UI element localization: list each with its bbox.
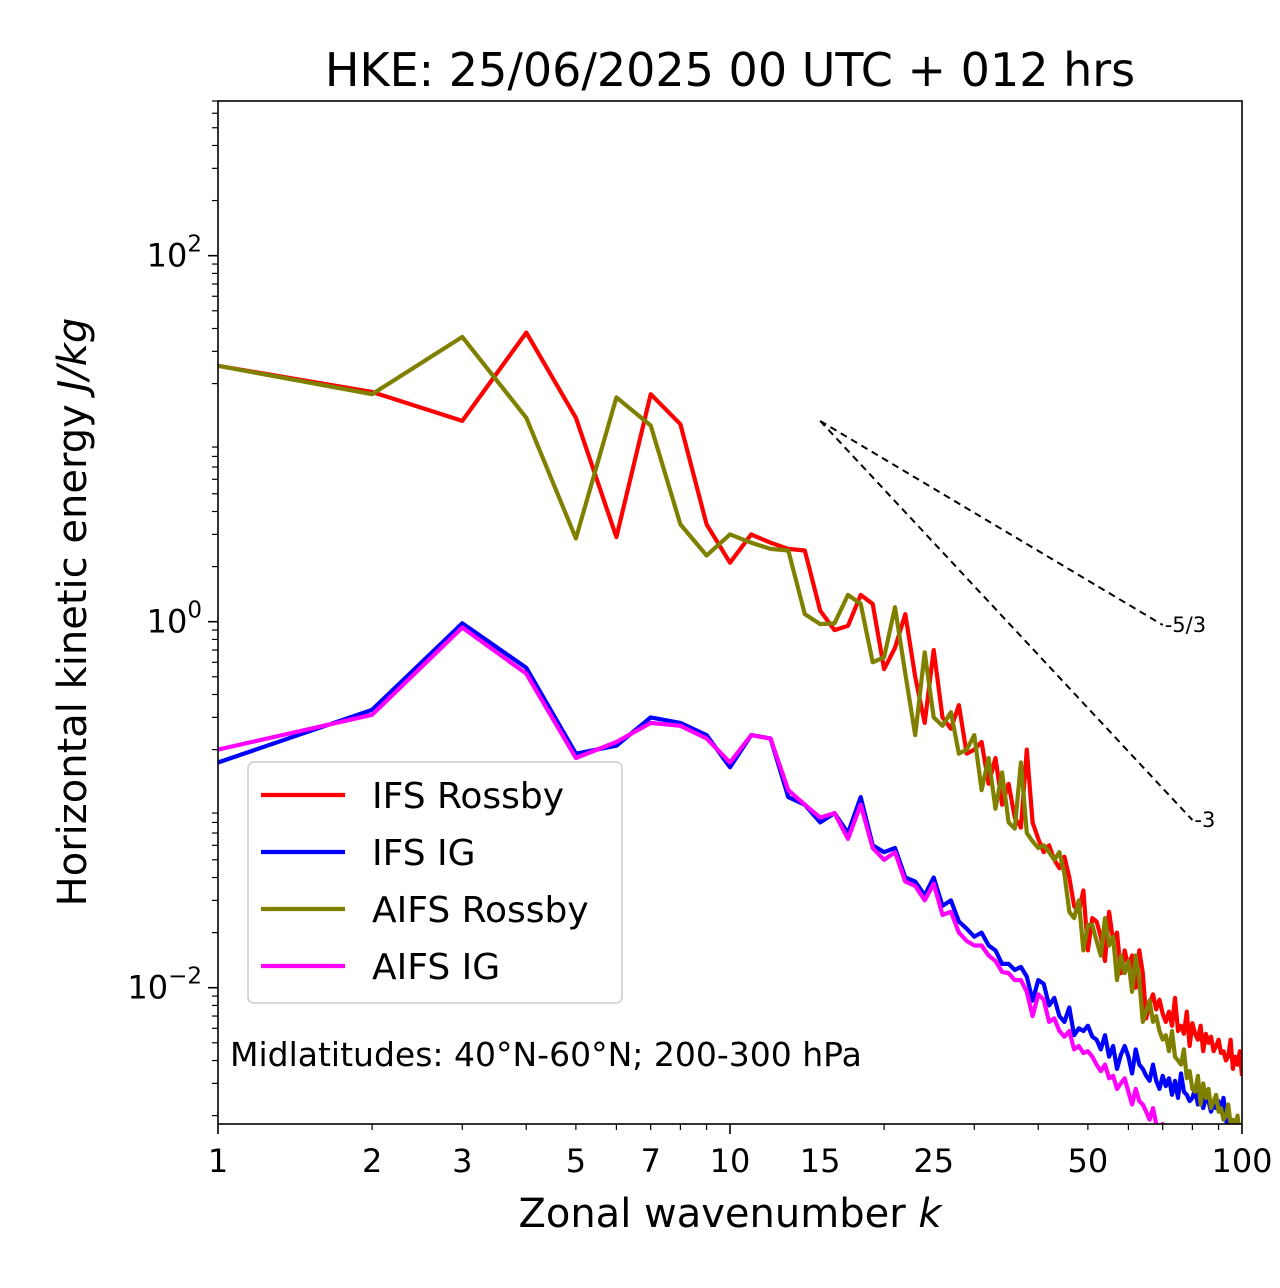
legend: IFS Rossby IFS IG AIFS Rossby AIFS IG <box>247 761 623 1004</box>
legend-label: IFS IG <box>372 833 476 874</box>
x-tick-label: 25 <box>913 1142 954 1180</box>
y-tick-base: 10 <box>147 237 188 275</box>
x-tick-label: 5 <box>566 1142 586 1180</box>
legend-label: IFS Rossby <box>372 776 564 817</box>
reference-slopes: -5/3 -3 <box>819 420 1215 832</box>
x-axis-label-text: Zonal wavenumber <box>518 1191 906 1237</box>
x-tick-label: 10 <box>710 1142 751 1180</box>
series-line-ifs-rossby <box>218 330 1242 1076</box>
legend-label: AIFS IG <box>372 947 500 988</box>
x-tick-label: 7 <box>641 1142 661 1180</box>
slope-line <box>819 420 1164 626</box>
chart-title: HKE: 25/06/2025 00 UTC + 012 hrs <box>325 43 1135 97</box>
x-tick-label: 15 <box>800 1142 841 1180</box>
y-tick-label: 100 <box>147 598 202 641</box>
y-axis-label-unit: J/kg <box>50 318 96 399</box>
legend-label: AIFS Rossby <box>372 890 589 931</box>
slope-label: -5/3 <box>1165 613 1206 637</box>
legend-box <box>247 761 623 1004</box>
x-axis-label: Zonal wavenumber k <box>518 1191 943 1237</box>
y-tick-base: 10 <box>127 969 168 1007</box>
y-axis-label-space <box>50 392 96 405</box>
y-tick-exponent: 0 <box>187 598 202 624</box>
plot-frame <box>217 100 1243 1125</box>
slope-line <box>819 420 1194 821</box>
x-tick-label: 2 <box>362 1142 382 1180</box>
y-tick-label: 102 <box>147 232 202 275</box>
series-line-aifs-rossby <box>218 334 1242 1124</box>
y-tick-exponent: −2 <box>168 964 202 990</box>
y-axis-label: Horizontal kinetic energy J/kg <box>50 318 96 907</box>
slope-label: -3 <box>1194 808 1215 832</box>
x-tick-label: 50 <box>1068 1142 1109 1180</box>
x-axis-label-var: k <box>918 1191 943 1237</box>
x-tick-label: 100 <box>1211 1142 1272 1180</box>
x-axis-label-space <box>906 1191 919 1237</box>
x-tick-label: 1 <box>208 1142 228 1180</box>
series-layer <box>218 330 1242 1124</box>
x-tick-labels: 1 2 3 5 7 10 15 25 50 100 <box>208 1142 1273 1180</box>
axis-ticks <box>208 100 1243 1134</box>
region-annotation: Midlatitudes: 40°N-60°N; 200-300 hPa <box>230 1035 862 1074</box>
y-tick-exponent: 2 <box>187 232 202 258</box>
x-tick-label: 3 <box>452 1142 472 1180</box>
y-tick-label: 10−2 <box>127 964 202 1007</box>
series-line-aifs-ig <box>218 625 1165 1124</box>
y-axis-label-text: Horizontal kinetic energy <box>50 404 96 906</box>
y-tick-base: 10 <box>147 603 188 641</box>
